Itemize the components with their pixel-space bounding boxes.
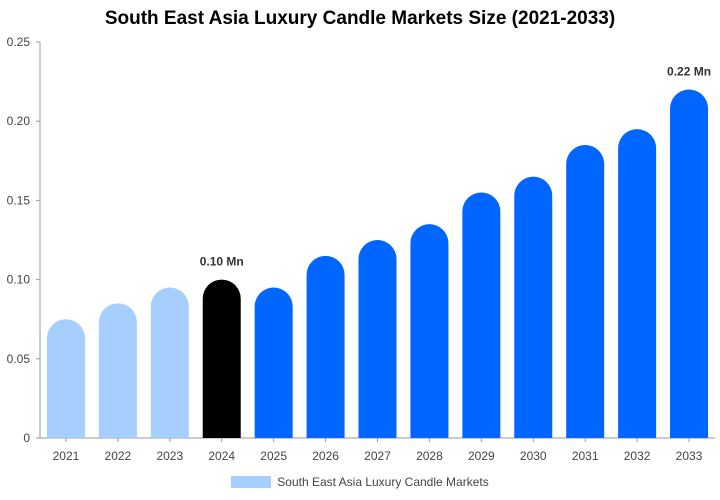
x-tick-label: 2026 bbox=[312, 449, 339, 463]
data-label-2033: 0.22 Mn bbox=[667, 65, 711, 79]
x-tick-label: 2028 bbox=[416, 449, 443, 463]
y-tick-label: 0.05 bbox=[7, 352, 31, 366]
x-tick-label: 2027 bbox=[364, 449, 391, 463]
x-tick-label: 2022 bbox=[105, 449, 132, 463]
bar-2026 bbox=[306, 255, 345, 438]
y-tick-label: 0.10 bbox=[7, 273, 31, 287]
chart-title: South East Asia Luxury Candle Markets Si… bbox=[104, 8, 616, 29]
data-label-2024: 0.10 Mn bbox=[200, 255, 244, 269]
x-tick-label: 2025 bbox=[260, 449, 287, 463]
x-tick-label: 2024 bbox=[208, 449, 235, 463]
y-tick-label: 0.15 bbox=[7, 193, 31, 207]
y-tick-label: 0.25 bbox=[7, 35, 31, 49]
bar-2030 bbox=[514, 176, 553, 438]
legend-swatch bbox=[231, 476, 272, 488]
bar-2024 bbox=[202, 279, 241, 438]
x-tick-label: 2021 bbox=[53, 449, 80, 463]
bar-2028 bbox=[410, 224, 449, 438]
x-tick-label: 2033 bbox=[676, 449, 703, 463]
bar-2031 bbox=[566, 144, 605, 438]
bar-2032 bbox=[618, 129, 657, 438]
bar-2027 bbox=[358, 240, 397, 438]
bar-2023 bbox=[150, 287, 189, 438]
y-tick-label: 0 bbox=[23, 431, 30, 445]
bar-2021 bbox=[46, 319, 85, 438]
x-tick-label: 2031 bbox=[572, 449, 599, 463]
bar-2029 bbox=[462, 192, 501, 438]
legend-label: South East Asia Luxury Candle Markets bbox=[277, 475, 489, 489]
x-tick-label: 2029 bbox=[468, 449, 495, 463]
x-tick-label: 2023 bbox=[156, 449, 183, 463]
y-tick-label: 0.20 bbox=[7, 114, 31, 128]
x-tick-label: 2032 bbox=[624, 449, 651, 463]
bar-2033 bbox=[670, 89, 709, 439]
bar-2022 bbox=[98, 303, 137, 438]
x-tick-label: 2030 bbox=[520, 449, 547, 463]
bar-2025 bbox=[254, 287, 293, 438]
legend: South East Asia Luxury Candle Markets bbox=[0, 475, 720, 489]
